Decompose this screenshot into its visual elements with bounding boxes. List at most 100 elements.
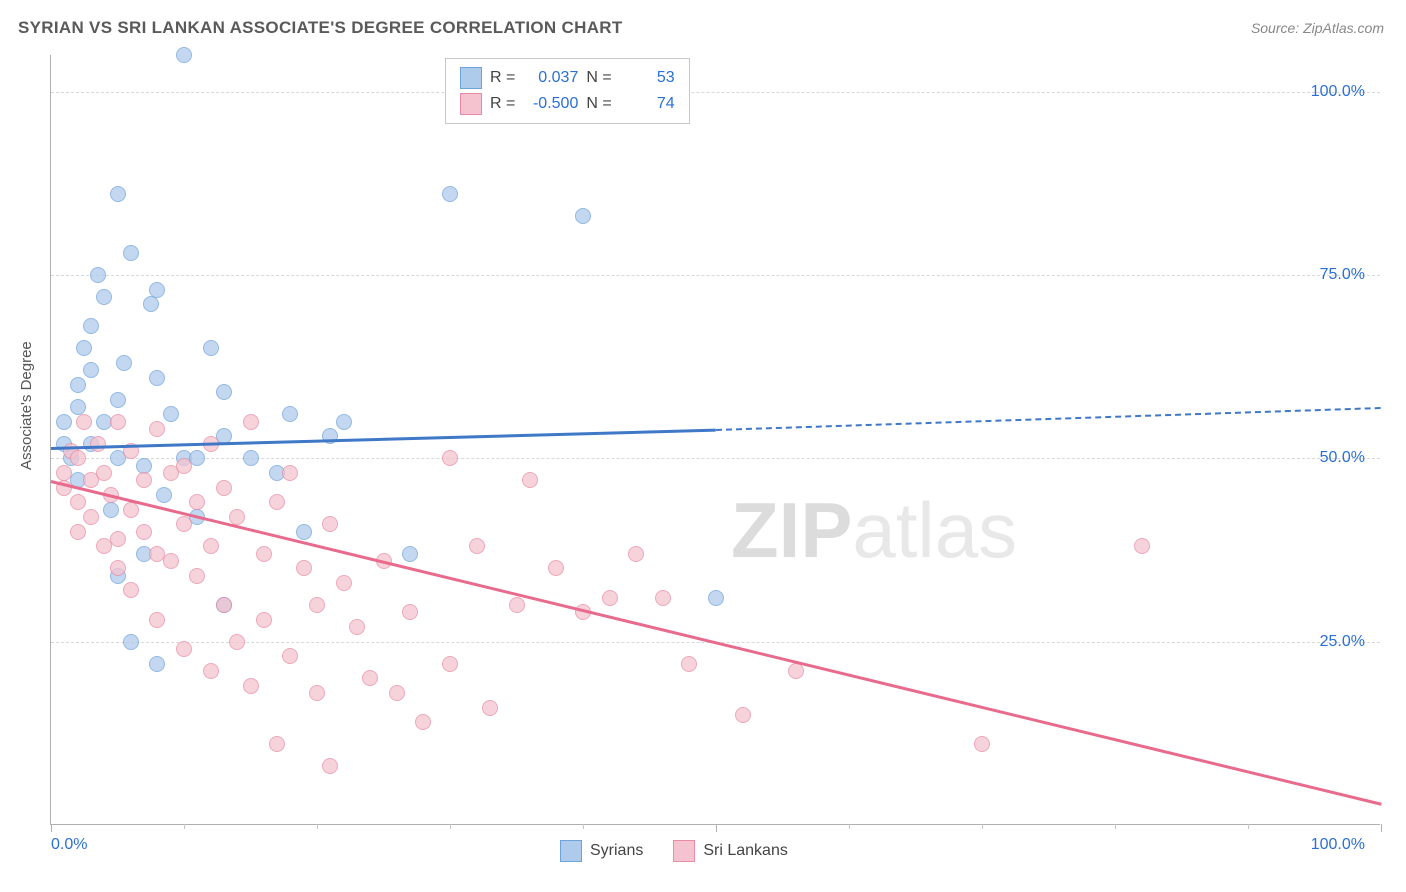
legend-r-label: R = (490, 91, 515, 117)
grid-line (51, 275, 1380, 276)
scatter-point (482, 700, 498, 716)
trend-line (716, 407, 1381, 431)
y-tick-label: 100.0% (1311, 83, 1365, 101)
x-tick (716, 824, 717, 832)
scatter-point (96, 465, 112, 481)
scatter-point (70, 524, 86, 540)
y-tick-label: 75.0% (1320, 266, 1365, 284)
legend-row-srilankans: R = -0.500 N = 74 (460, 91, 675, 117)
legend-swatch-icon (560, 840, 582, 862)
scatter-point (136, 472, 152, 488)
scatter-point (229, 509, 245, 525)
scatter-point (110, 531, 126, 547)
scatter-point (243, 414, 259, 430)
watermark: ZIPatlas (731, 485, 1017, 576)
x-tick-minor (1248, 824, 1249, 829)
scatter-point (110, 186, 126, 202)
scatter-point (602, 590, 618, 606)
legend-swatch-icon (673, 840, 695, 862)
x-tick-label: 0.0% (51, 836, 87, 854)
scatter-point (176, 641, 192, 657)
scatter-point (103, 502, 119, 518)
scatter-point (415, 714, 431, 730)
scatter-point (76, 340, 92, 356)
scatter-point (70, 377, 86, 393)
scatter-point (83, 509, 99, 525)
scatter-point (256, 612, 272, 628)
scatter-point (349, 619, 365, 635)
scatter-point (189, 494, 205, 510)
scatter-point (442, 656, 458, 672)
scatter-point (110, 414, 126, 430)
y-tick-label: 25.0% (1320, 633, 1365, 651)
scatter-point (322, 516, 338, 532)
x-tick-minor (1115, 824, 1116, 829)
scatter-point (296, 524, 312, 540)
x-tick-minor (450, 824, 451, 829)
legend-n-label: N = (586, 65, 611, 91)
scatter-point (522, 472, 538, 488)
scatter-point (362, 670, 378, 686)
legend-n-value: 53 (620, 65, 675, 91)
x-tick-minor (317, 824, 318, 829)
scatter-point (176, 516, 192, 532)
legend-swatch-icon (460, 93, 482, 115)
grid-line (51, 92, 1380, 93)
scatter-point (70, 450, 86, 466)
x-tick-minor (849, 824, 850, 829)
chart-container: SYRIAN VS SRI LANKAN ASSOCIATE'S DEGREE … (0, 0, 1406, 892)
scatter-point (123, 634, 139, 650)
scatter-point (708, 590, 724, 606)
scatter-point (735, 707, 751, 723)
scatter-point (442, 450, 458, 466)
y-axis-label: Associate's Degree (18, 341, 35, 470)
scatter-point (163, 553, 179, 569)
scatter-point (163, 406, 179, 422)
legend-r-value: -0.500 (523, 91, 578, 117)
scatter-point (83, 318, 99, 334)
scatter-point (110, 392, 126, 408)
scatter-point (788, 663, 804, 679)
scatter-point (402, 546, 418, 562)
legend-r-value: 0.037 (523, 65, 578, 91)
scatter-point (56, 465, 72, 481)
scatter-point (123, 582, 139, 598)
scatter-point (243, 678, 259, 694)
scatter-point (548, 560, 564, 576)
x-tick-minor (982, 824, 983, 829)
scatter-point (176, 47, 192, 63)
legend-r-label: R = (490, 65, 515, 91)
scatter-point (203, 663, 219, 679)
x-tick (1381, 824, 1382, 832)
x-tick-label: 100.0% (1311, 836, 1365, 854)
legend-item-srilankans: Sri Lankans (673, 840, 788, 862)
scatter-point (282, 648, 298, 664)
scatter-point (509, 597, 525, 613)
scatter-point (149, 282, 165, 298)
scatter-point (282, 406, 298, 422)
scatter-point (974, 736, 990, 752)
scatter-point (90, 267, 106, 283)
scatter-point (149, 370, 165, 386)
scatter-point (229, 634, 245, 650)
scatter-point (442, 186, 458, 202)
scatter-point (309, 685, 325, 701)
scatter-point (123, 245, 139, 261)
scatter-point (76, 414, 92, 430)
legend-label: Syrians (590, 842, 643, 860)
correlation-legend: R = 0.037 N = 53 R = -0.500 N = 74 (445, 58, 690, 124)
scatter-point (256, 546, 272, 562)
scatter-point (149, 656, 165, 672)
scatter-point (296, 560, 312, 576)
scatter-point (143, 296, 159, 312)
scatter-point (96, 289, 112, 305)
scatter-point (149, 421, 165, 437)
scatter-point (216, 597, 232, 613)
series-legend: Syrians Sri Lankans (560, 840, 788, 862)
source-label: Source: ZipAtlas.com (1251, 20, 1384, 36)
scatter-point (136, 524, 152, 540)
scatter-point (389, 685, 405, 701)
x-tick-minor (184, 824, 185, 829)
scatter-point (70, 399, 86, 415)
scatter-point (336, 414, 352, 430)
